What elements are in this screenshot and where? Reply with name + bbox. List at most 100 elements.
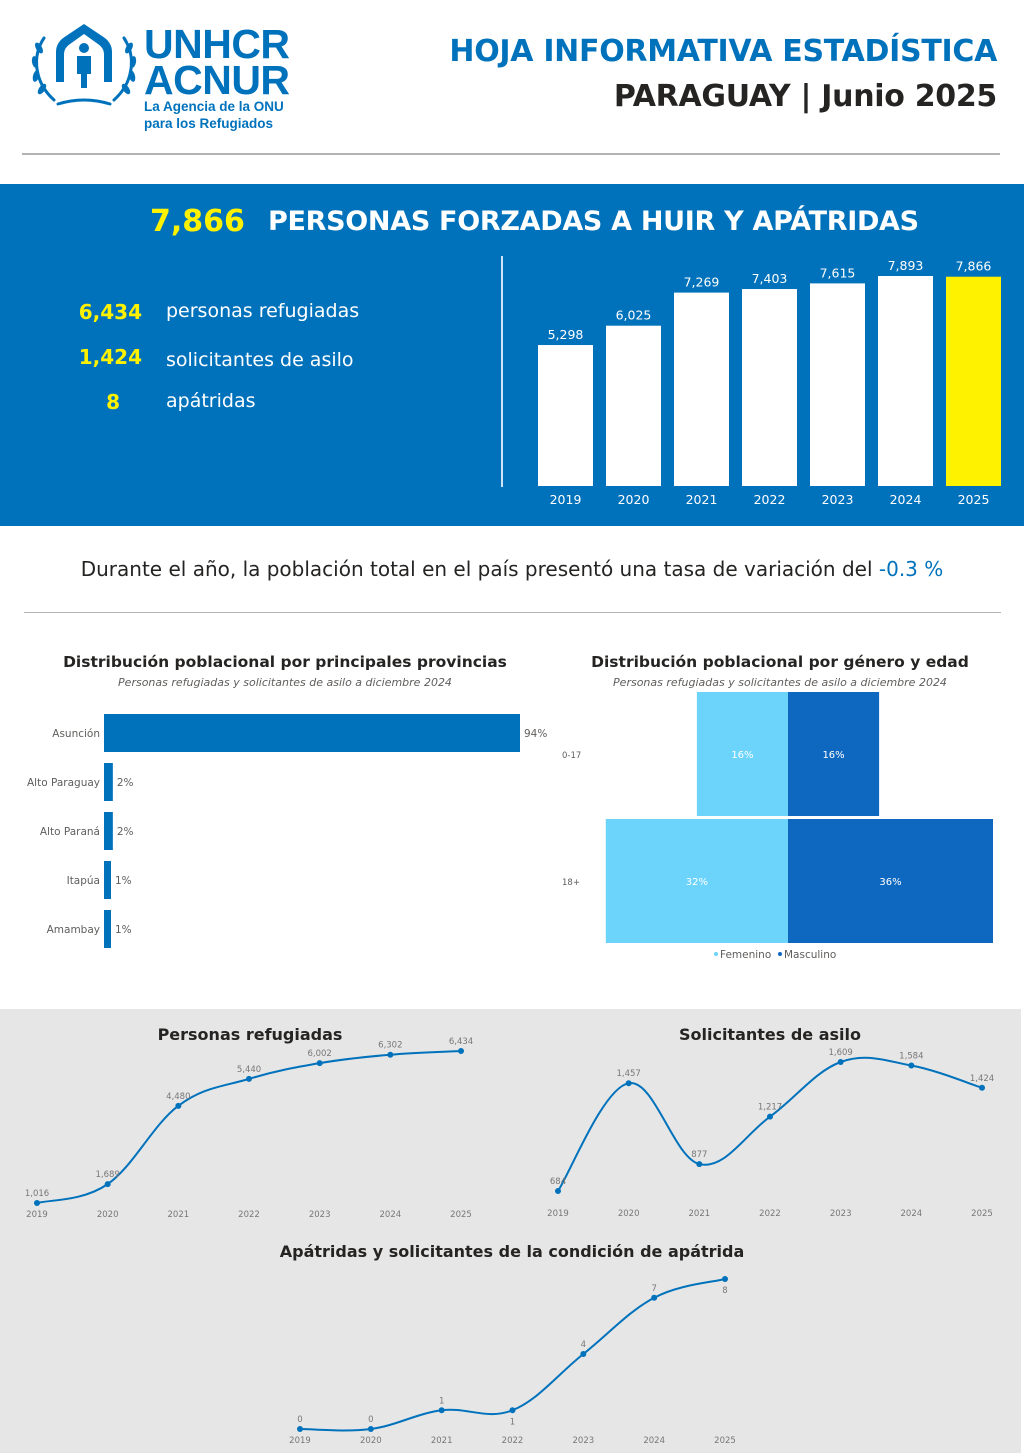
data-label: 6,002 xyxy=(307,1049,331,1059)
x-tick-label: 2024 xyxy=(890,492,922,507)
stat-solicitantes: 1,424 solicitantes de asilo xyxy=(0,345,500,375)
province-value-label: 2% xyxy=(117,777,134,789)
x-tick-label: 2020 xyxy=(360,1436,382,1446)
refugiados-line-chart: 1,016 2019 1,689 2020 4,480 2021 5,440 2022 6,00… xyxy=(25,1037,473,1220)
male-bar xyxy=(788,819,993,943)
data-label: 5,440 xyxy=(237,1065,261,1075)
logo-unhcr: UNHCR xyxy=(144,21,290,67)
stat-apatridas: 8 apátridas xyxy=(0,390,500,420)
province-label: Amambay xyxy=(47,924,100,936)
x-tick-label: 2019 xyxy=(547,1209,569,1219)
data-label: 1,016 xyxy=(25,1189,49,1199)
data-label: 7 xyxy=(651,1284,656,1294)
province-label: Asunción xyxy=(52,728,100,740)
data-point xyxy=(297,1426,303,1432)
data-point xyxy=(438,1407,445,1414)
data-label: 4,480 xyxy=(166,1092,190,1102)
data-label: 6,434 xyxy=(449,1037,473,1047)
x-tick-label: 2023 xyxy=(830,1209,852,1219)
bar-value-label: 7,615 xyxy=(820,265,856,280)
unhcr-logo: UNHCR ACNUR La Agencia de la ONU para lo… xyxy=(30,22,310,134)
stat-label: apátridas xyxy=(166,390,256,412)
pyramid-chart-title: Distribución poblacional por género y ed… xyxy=(591,653,969,671)
bar-2022 xyxy=(742,289,797,486)
logo-tagline-2: para los Refugiados xyxy=(144,116,274,131)
female-bar xyxy=(605,819,788,943)
province-bar xyxy=(104,861,111,899)
stat-value: 1,424 xyxy=(78,345,142,369)
x-tick-label: 2025 xyxy=(714,1436,736,1446)
provinces-bar-chart: Asunción 94% Alto Paraguay 2% Alto Paraná 2% I… xyxy=(27,714,547,948)
stat-label: solicitantes de asilo xyxy=(166,349,354,371)
x-tick-label: 2019 xyxy=(26,1210,48,1220)
bar-2020 xyxy=(606,325,661,486)
logo-text: UNHCR ACNUR La Agencia de la ONU para lo… xyxy=(144,21,290,132)
page-title: HOJA INFORMATIVA ESTADÍSTICA xyxy=(449,34,997,69)
apatridas-chart-title: Apátridas y solicitantes de la condición… xyxy=(279,1242,745,1261)
age-group-label: 18+ xyxy=(562,878,580,888)
female-bar xyxy=(696,692,788,816)
summary-band: 7,866 PERSONAS FORZADAS A HUIR Y APÁTRID… xyxy=(0,184,1024,526)
male-value-label: 36% xyxy=(879,877,901,888)
data-label: 1,689 xyxy=(95,1170,119,1180)
bar-value-label: 7,893 xyxy=(888,258,924,273)
x-tick-label: 2025 xyxy=(450,1210,472,1220)
province-value-label: 1% xyxy=(115,924,132,936)
x-tick-label: 2022 xyxy=(754,492,786,507)
data-label: 1,457 xyxy=(616,1069,640,1079)
data-label: 1,424 xyxy=(970,1074,994,1084)
x-tick-label: 2021 xyxy=(686,492,718,507)
male-bar xyxy=(788,692,880,816)
data-point xyxy=(509,1407,516,1414)
data-point xyxy=(104,1181,111,1188)
provinces-chart-subtitle: Personas refugiadas y solicitantes de as… xyxy=(118,676,452,689)
data-point xyxy=(722,1276,728,1282)
x-tick-label: 2022 xyxy=(502,1436,524,1446)
data-point xyxy=(367,1426,374,1432)
x-tick-label: 2020 xyxy=(618,492,650,507)
province-bar xyxy=(104,714,520,752)
data-label: 6,302 xyxy=(378,1041,402,1051)
data-point xyxy=(625,1080,632,1087)
province-label: Itapúa xyxy=(67,875,100,887)
data-point xyxy=(34,1200,40,1206)
solicitantes-chart-title: Solicitantes de asilo xyxy=(678,1025,862,1044)
variation-label: Durante el año, la población total en el… xyxy=(80,557,879,581)
divider xyxy=(22,153,1000,155)
data-label: 1 xyxy=(439,1396,444,1406)
x-tick-label: 2021 xyxy=(168,1210,190,1220)
stat-label: personas refugiadas xyxy=(166,300,360,322)
x-tick-label: 2019 xyxy=(289,1436,311,1446)
pyramid-chart-subtitle: Personas refugiadas y solicitantes de as… xyxy=(613,676,947,689)
data-label: 0 xyxy=(368,1415,373,1425)
province-label: Alto Paraná xyxy=(40,826,100,838)
apatridas-line-chart: 0 2019 0 2020 1 2021 1 2022 4 2023 7 2024 8 2025 xyxy=(289,1276,736,1446)
total-value: 7,866 xyxy=(150,204,245,239)
page-subtitle: PARAGUAY | Junio 2025 xyxy=(613,79,997,114)
stat-refugiados: 6,434 personas refugiadas xyxy=(0,300,500,330)
total-bar-chart: 5,298 2019 6,025 2020 7,269 2021 7,403 2022 7,61… xyxy=(538,258,1001,507)
male-value-label: 16% xyxy=(822,750,844,761)
data-label: 684 xyxy=(550,1177,566,1187)
x-tick-label: 2023 xyxy=(573,1436,595,1446)
bar-2021 xyxy=(674,292,729,486)
x-tick-label: 2025 xyxy=(971,1209,993,1219)
bar-value-label: 5,298 xyxy=(548,327,584,342)
x-tick-label: 2021 xyxy=(689,1209,711,1219)
x-tick-label: 2024 xyxy=(901,1209,923,1219)
band-divider xyxy=(501,256,503,487)
bar-2025 xyxy=(946,276,1001,486)
header: UNHCR ACNUR La Agencia de la ONU para lo… xyxy=(0,0,1024,155)
legend-masculino: Masculino xyxy=(784,949,836,961)
data-label: 4 xyxy=(581,1340,586,1350)
x-tick-label: 2022 xyxy=(238,1210,260,1220)
solicitantes-line-chart: 684 2019 1,457 2020 877 2021 1,217 2022 1,609 202… xyxy=(547,1048,994,1219)
x-tick-label: 2023 xyxy=(822,492,854,507)
provinces-chart-title: Distribución poblacional por principales… xyxy=(63,653,507,671)
data-point xyxy=(580,1351,587,1357)
data-point xyxy=(979,1084,985,1091)
stat-value: 8 xyxy=(106,390,120,414)
age-group-label: 0-17 xyxy=(562,751,581,761)
province-bar xyxy=(104,763,113,801)
data-point xyxy=(767,1113,773,1120)
